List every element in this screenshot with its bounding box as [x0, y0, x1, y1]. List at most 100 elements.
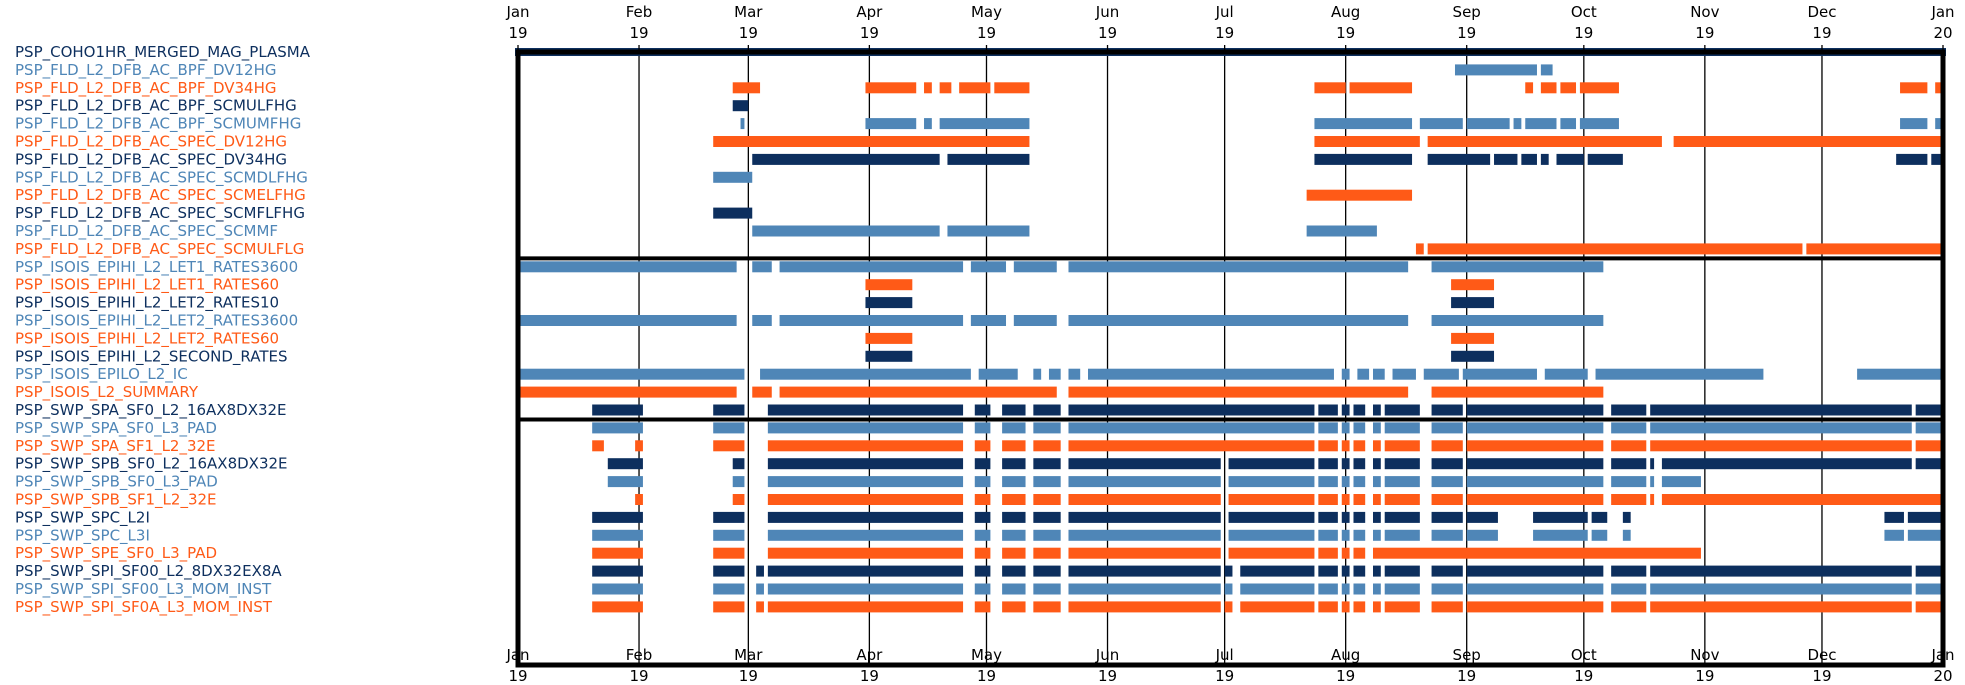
bar: [1353, 565, 1366, 577]
tick-label: Dec: [1807, 646, 1836, 664]
dataset-label: PSP_ISOIS_EPIHI_L2_SECOND_RATES: [15, 347, 287, 366]
bar: [974, 404, 991, 416]
bar: [1540, 153, 1549, 165]
tick-label: Oct: [1571, 646, 1597, 664]
bar: [1622, 511, 1631, 523]
bar: [947, 153, 1030, 165]
bar: [1033, 529, 1061, 541]
dataset-label: PSP_ISOIS_L2_SUMMARY: [15, 383, 199, 402]
bar: [1341, 529, 1350, 541]
dataset-label: PSP_SWP_SPE_SF0_L3_PAD: [15, 544, 217, 563]
bar: [1431, 476, 1463, 488]
dataset-label: PSP_SWP_SPA_SF1_L2_32E: [15, 437, 216, 456]
tick-label: 19: [1574, 24, 1593, 42]
bar: [592, 547, 643, 559]
plot-frame: [515, 49, 1946, 668]
bar: [713, 583, 745, 595]
bar: [1935, 82, 1943, 94]
bar: [592, 422, 643, 434]
bar: [1002, 494, 1026, 505]
bar: [1341, 494, 1350, 505]
bar: [1384, 404, 1420, 416]
bar: [947, 225, 1030, 237]
bar: [1068, 494, 1221, 505]
tick-label: Mar: [734, 646, 763, 664]
bar: [1341, 440, 1350, 452]
bar: [1341, 422, 1350, 434]
bar: [592, 511, 643, 523]
tick-label: Jul: [1215, 3, 1234, 21]
bar: [1318, 440, 1338, 452]
tick-label: Aug: [1331, 646, 1360, 664]
tick-label: Sep: [1453, 646, 1481, 664]
bar: [1068, 422, 1315, 434]
bar: [1525, 118, 1557, 130]
bar: [592, 601, 643, 613]
bar: [1611, 601, 1647, 613]
bar: [779, 386, 1057, 398]
dataset-label: PSP_SWP_SPC_L2I: [15, 508, 150, 527]
bar: [1915, 601, 1943, 613]
bar: [1373, 368, 1385, 380]
dataset-label: PSP_SWP_SPI_SF00_L2_8DX32EX8A: [15, 562, 282, 581]
bar: [1466, 565, 1604, 577]
bar: [1314, 153, 1413, 165]
tick-label: 19: [1098, 667, 1117, 685]
bar: [713, 511, 745, 523]
tick-label: 19: [739, 24, 758, 42]
bar: [1341, 476, 1350, 488]
bar: [1033, 601, 1061, 613]
bar: [1353, 422, 1366, 434]
tick-label: 19: [508, 667, 527, 685]
bar: [1650, 476, 1655, 488]
bar: [756, 601, 764, 613]
bar: [1048, 368, 1061, 380]
bar: [1544, 368, 1588, 380]
bar: [1228, 529, 1315, 541]
bar: [1935, 118, 1943, 130]
bar: [1454, 64, 1537, 76]
bar: [1560, 118, 1577, 130]
dataset-label: PSP_FLD_L2_DFB_AC_BPF_DV34HG: [15, 79, 277, 98]
bar: [974, 565, 991, 577]
bar: [732, 100, 749, 112]
bar: [752, 261, 772, 273]
bar: [1451, 279, 1495, 291]
bar: [974, 476, 991, 488]
bar: [865, 82, 917, 94]
x-axis-bottom: Jan 19 Feb 19 Mar 19 Apr 19 May 19 Jun 19 Jul 19 Aug 19…: [505, 646, 1954, 685]
bar: [1318, 422, 1338, 434]
dataset-label: PSP_SWP_SPI_SF00_L3_MOM_INST: [15, 580, 272, 599]
bar: [1373, 601, 1381, 613]
bar: [1224, 565, 1233, 577]
dataset-label: PSP_FLD_L2_DFB_AC_BPF_DV12HG: [15, 61, 277, 80]
bar: [592, 565, 643, 577]
dataset-label: PSP_FLD_L2_DFB_AC_BPF_SCMUMFHG: [15, 115, 301, 134]
tick-label: Jan: [1930, 3, 1954, 21]
bar: [732, 476, 745, 488]
bar: [1373, 476, 1381, 488]
bar: [1431, 440, 1463, 452]
bar: [767, 601, 964, 613]
bar: [1373, 440, 1381, 452]
bar: [752, 153, 940, 165]
bar: [1033, 511, 1061, 523]
bar: [1353, 458, 1366, 470]
bar: [1673, 136, 1943, 147]
bar: [1341, 583, 1350, 595]
bar: [1611, 422, 1647, 434]
bar: [767, 511, 964, 523]
bar: [1915, 404, 1943, 416]
bar: [1373, 529, 1381, 541]
bar: [1650, 440, 1912, 452]
tick-label: Jan: [1930, 646, 1954, 664]
bar: [607, 476, 643, 488]
bar: [1033, 404, 1061, 416]
dataset-label: PSP_FLD_L2_DFB_AC_SPEC_SCMULFLG: [15, 240, 304, 259]
bar: [1068, 583, 1221, 595]
bar: [1384, 422, 1420, 434]
bar: [1033, 494, 1061, 505]
tick-label: 19: [977, 667, 996, 685]
bar: [1466, 601, 1604, 613]
bar: [1896, 153, 1928, 165]
